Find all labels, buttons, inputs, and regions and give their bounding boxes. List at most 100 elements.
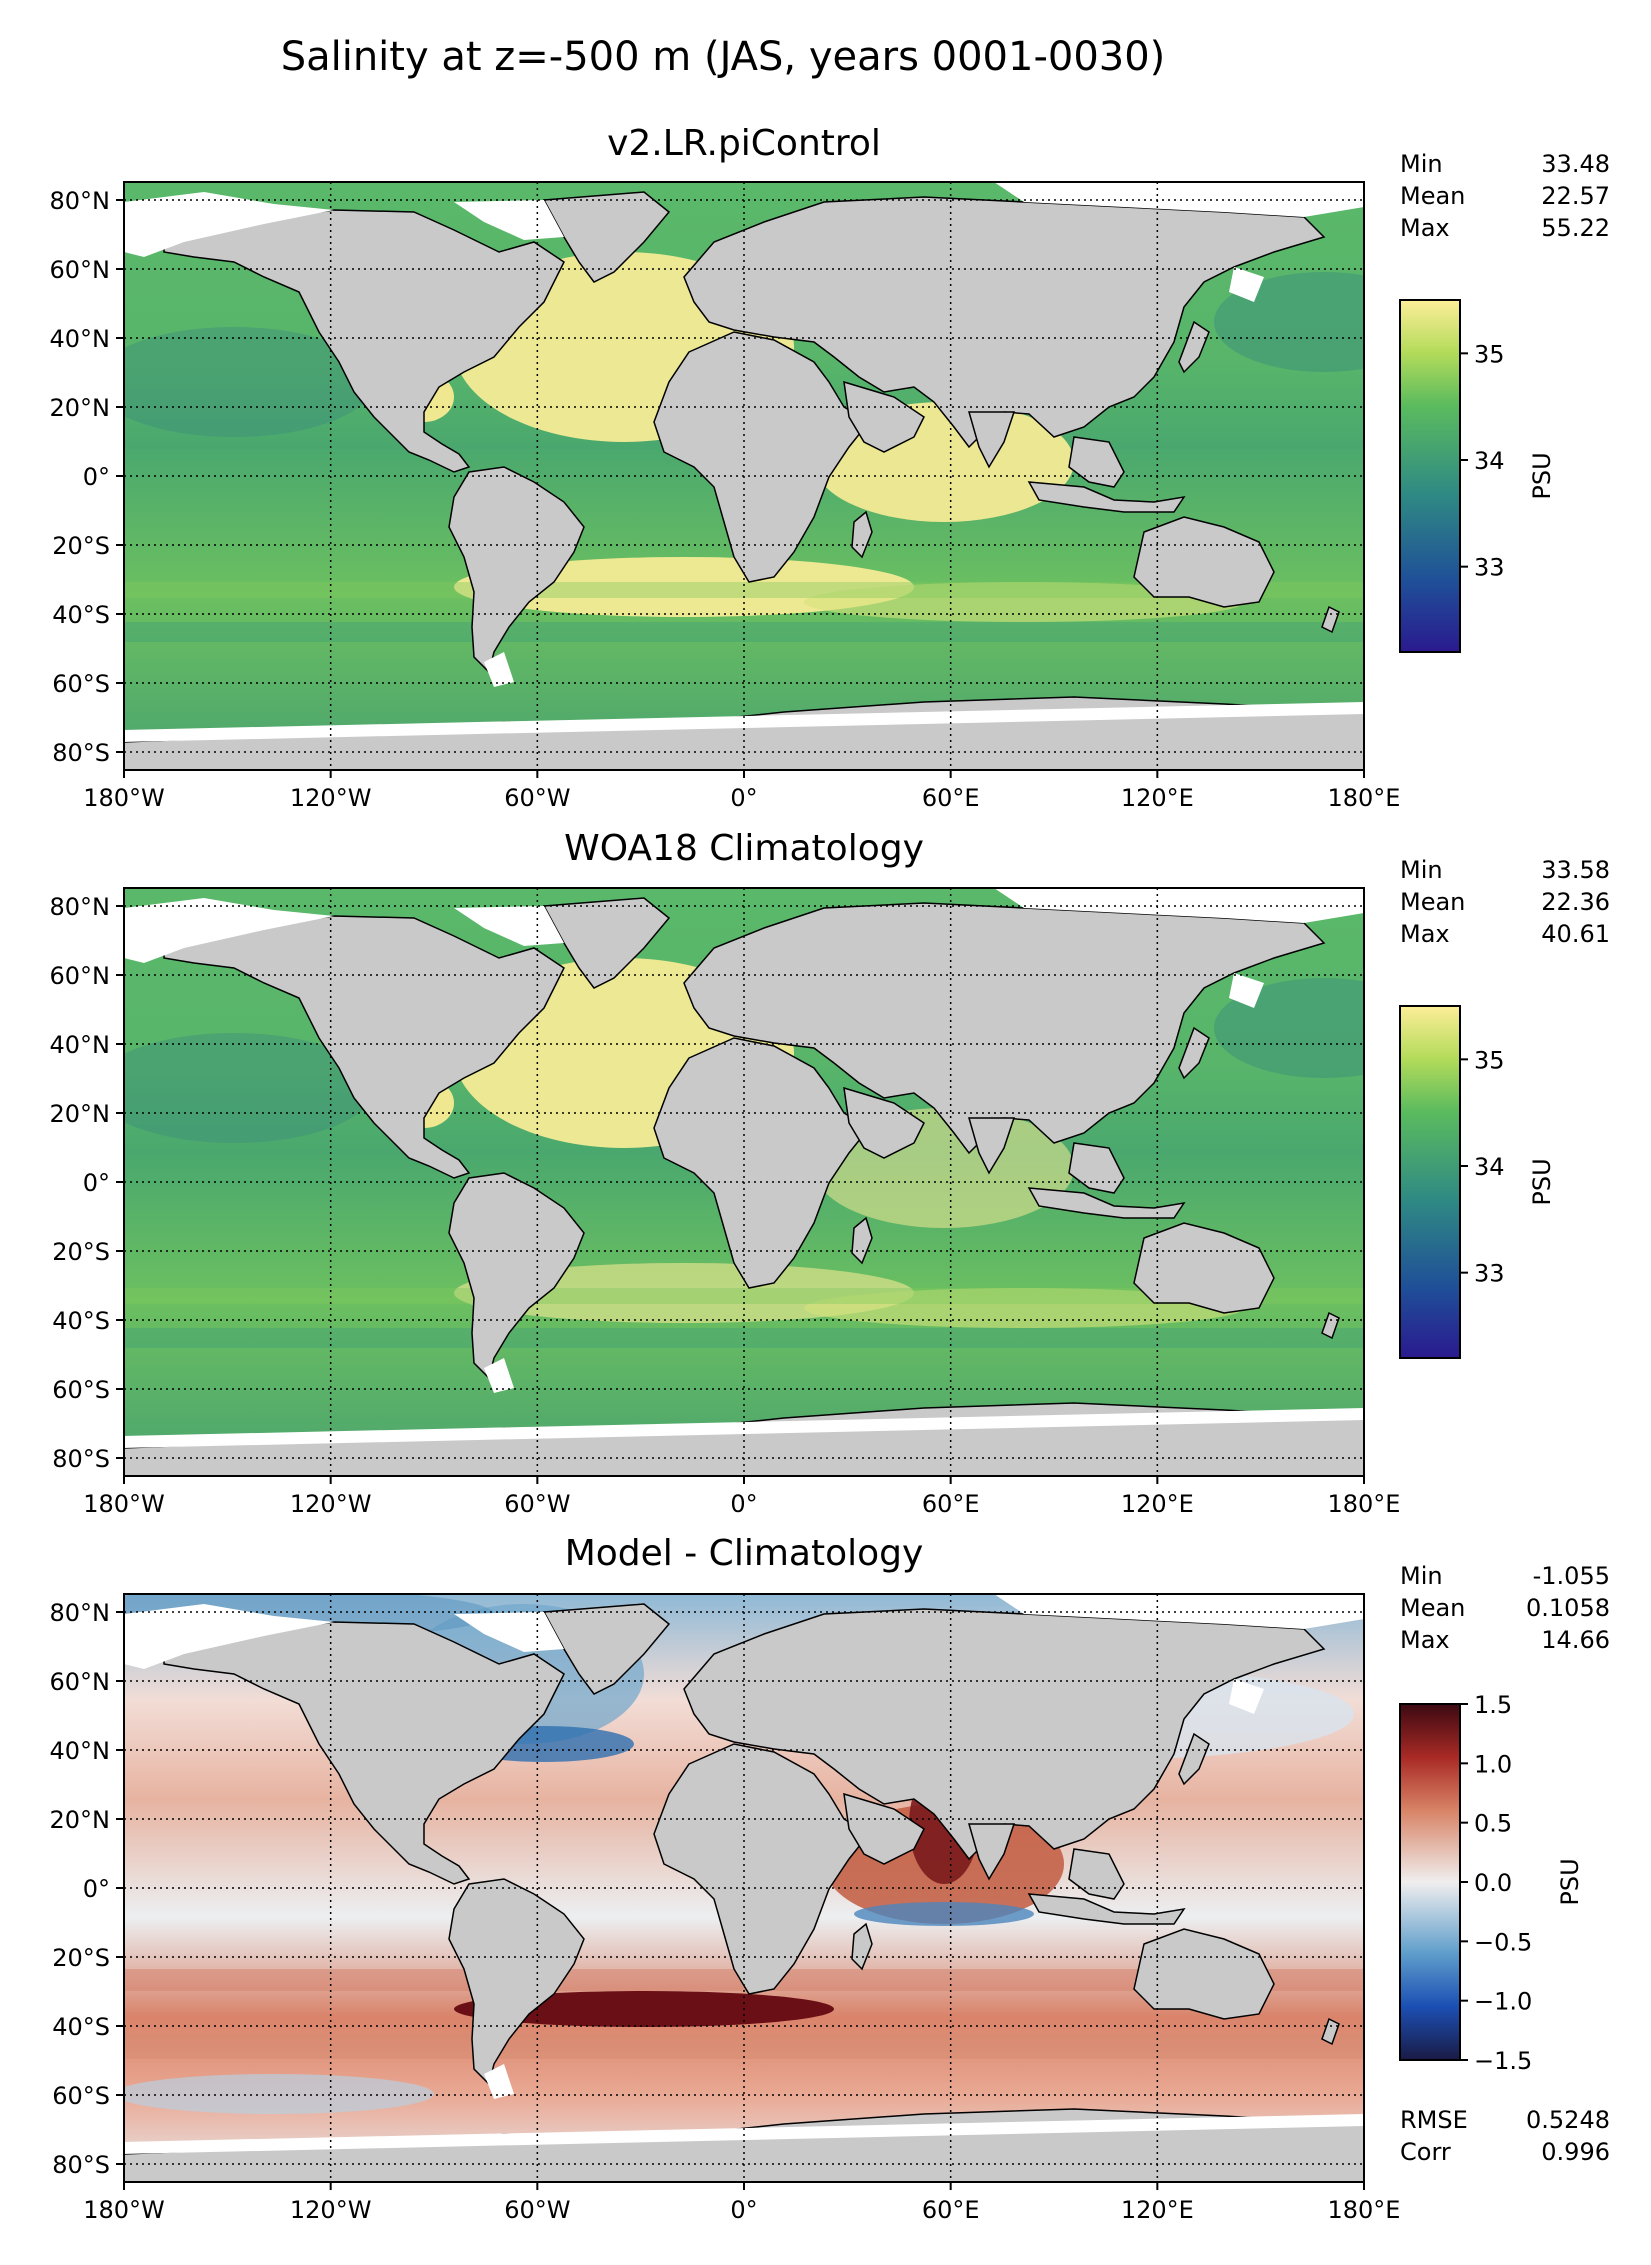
colorbar-tick-label: 34: [1474, 1153, 1505, 1181]
stat-value: 14.66: [1541, 1626, 1610, 1654]
lat-tick-label: 0°: [83, 463, 110, 491]
lon-tick-label: 180°W: [83, 2196, 165, 2224]
lat-tick-label: 20°S: [52, 532, 110, 560]
lon-tick-label: 180°W: [83, 784, 165, 812]
map-panel-1: v2.LR.piControl 80°N 60°N 40°N 20°N 0° 20°S 40°…: [50, 123, 1611, 812]
colorbar: 35 34 33 PSU: [1399, 1005, 1556, 1359]
lat-tick-label: 20°S: [52, 1238, 110, 1266]
lat-tick-label: 80°S: [52, 1445, 110, 1473]
stats-block: Min 33.48 Mean 22.57 Max 55.22: [1400, 150, 1610, 242]
lat-tick-label: 40°N: [50, 325, 111, 353]
colorbar: 1.5 1.0 0.5 0.0 −0.5 −1.0 −1.5 PSU: [1399, 1691, 1584, 2075]
colorbar-tick-label: 34: [1474, 447, 1505, 475]
stat-label: Max: [1400, 920, 1450, 948]
lon-tick-label: 60°W: [504, 1490, 570, 1518]
lon-tick-label: 60°W: [504, 2196, 570, 2224]
stats-block: Min -1.055 Mean 0.1058 Max 14.66: [1400, 1562, 1610, 1654]
stat-label: RMSE: [1400, 2106, 1468, 2134]
colorbar: 35 34 33 PSU: [1399, 299, 1556, 653]
map-area: 80°N 60°N 40°N 20°N 0° 20°S 40°S 60°S 80°S 180°W 1…: [50, 1593, 1401, 2224]
stat-label: Min: [1400, 856, 1443, 884]
lat-tick-label: 40°S: [52, 601, 110, 629]
colorbar-label: PSU: [1528, 452, 1556, 499]
lat-tick-label: 40°S: [52, 2013, 110, 2041]
lat-tick-label: 80°S: [52, 2151, 110, 2179]
colorbar-tick-label: −1.0: [1474, 1988, 1532, 2016]
colorbar-tick-label: 35: [1474, 1046, 1505, 1074]
lat-tick-label: 40°N: [50, 1737, 111, 1765]
lon-tick-label: 0°: [730, 1490, 757, 1518]
stat-value: -1.055: [1533, 1562, 1610, 1590]
stat-value: 0.5248: [1526, 2106, 1610, 2134]
colorbar-tick-label: 33: [1474, 1260, 1505, 1288]
lat-tick-label: 60°S: [52, 2082, 110, 2110]
map-panel-3: Model - Climatology 80°N 60°N 40°N 20°N 0° 20°…: [50, 1533, 1611, 2224]
lon-tick-label: 120°E: [1121, 1490, 1194, 1518]
stat-label: Mean: [1400, 888, 1465, 916]
colorbar-tick-label: 1.5: [1474, 1691, 1512, 1719]
lon-tick-label: 120°W: [290, 2196, 372, 2224]
stat-label: Min: [1400, 150, 1443, 178]
stat-label: Max: [1400, 1626, 1450, 1654]
colorbar-tick-label: 33: [1474, 554, 1505, 582]
stat-label: Mean: [1400, 182, 1465, 210]
lat-tick-label: 60°N: [50, 962, 111, 990]
lon-tick-label: 180°W: [83, 1490, 165, 1518]
lat-tick-label: 40°N: [50, 1031, 111, 1059]
colorbar-tick-label: 0.5: [1474, 1810, 1512, 1838]
graticule: [124, 182, 1364, 770]
stat-value: 22.36: [1541, 888, 1610, 916]
lon-tick-label: 120°E: [1121, 2196, 1194, 2224]
stat-label: Mean: [1400, 1594, 1465, 1622]
colorbar-tick-label: −0.5: [1474, 1928, 1532, 1956]
stat-value: 33.58: [1541, 856, 1610, 884]
lat-tick-label: 20°N: [50, 1100, 111, 1128]
lon-tick-label: 120°E: [1121, 784, 1194, 812]
lat-tick-label: 80°N: [50, 187, 111, 215]
lat-tick-label: 60°N: [50, 1668, 111, 1696]
figure-title: Salinity at z=-500 m (JAS, years 0001-00…: [281, 34, 1166, 80]
lat-tick-label: 60°S: [52, 670, 110, 698]
lat-tick-label: 80°N: [50, 1599, 111, 1627]
map-panel-2: WOA18 Climatology 80°N 60°N 40°N 20°N 0° 20°S 4…: [50, 828, 1611, 1518]
lon-tick-label: 120°W: [290, 1490, 372, 1518]
lon-tick-label: 60°E: [922, 1490, 980, 1518]
panel-title: Model - Climatology: [565, 1533, 924, 1574]
lon-tick-label: 60°E: [922, 784, 980, 812]
map-area: 80°N 60°N 40°N 20°N 0° 20°S 40°S 60°S 80°S 180°W 1…: [50, 887, 1401, 1518]
colorbar-label: PSU: [1528, 1158, 1556, 1205]
lat-tick-label: 0°: [83, 1169, 110, 1197]
lon-tick-label: 60°W: [504, 784, 570, 812]
lon-tick-label: 180°E: [1328, 1490, 1401, 1518]
lon-tick-label: 60°E: [922, 2196, 980, 2224]
stat-label: Min: [1400, 1562, 1443, 1590]
stat-value: 33.48: [1541, 150, 1610, 178]
lat-tick-label: 0°: [83, 1875, 110, 1903]
panel-title: v2.LR.piControl: [607, 123, 881, 164]
stat-label: Corr: [1400, 2138, 1451, 2166]
lon-tick-label: 180°E: [1328, 2196, 1401, 2224]
stat-value: 0.996: [1541, 2138, 1610, 2166]
lat-tick-label: 80°N: [50, 893, 111, 921]
lat-tick-label: 40°S: [52, 1307, 110, 1335]
graticule: [124, 888, 1364, 1476]
colorbar-tick-label: 35: [1474, 340, 1505, 368]
colorbar-tick-label: 0.0: [1474, 1869, 1512, 1897]
lon-tick-label: 180°E: [1328, 784, 1401, 812]
lat-tick-label: 60°N: [50, 256, 111, 284]
stat-value: 55.22: [1541, 214, 1610, 242]
stat-value: 0.1058: [1526, 1594, 1610, 1622]
stat-value: 40.61: [1541, 920, 1610, 948]
lon-tick-label: 0°: [730, 2196, 757, 2224]
lat-tick-label: 80°S: [52, 739, 110, 767]
lon-tick-label: 0°: [730, 784, 757, 812]
stat-label: Max: [1400, 214, 1450, 242]
colorbar-tick-label: −1.5: [1474, 2047, 1532, 2075]
lat-tick-label: 60°S: [52, 1376, 110, 1404]
stats-block: Min 33.58 Mean 22.36 Max 40.61: [1400, 856, 1610, 948]
panel-title: WOA18 Climatology: [564, 828, 924, 869]
lat-tick-label: 20°N: [50, 394, 111, 422]
graticule: [124, 1594, 1364, 2182]
lat-tick-label: 20°S: [52, 1944, 110, 1972]
